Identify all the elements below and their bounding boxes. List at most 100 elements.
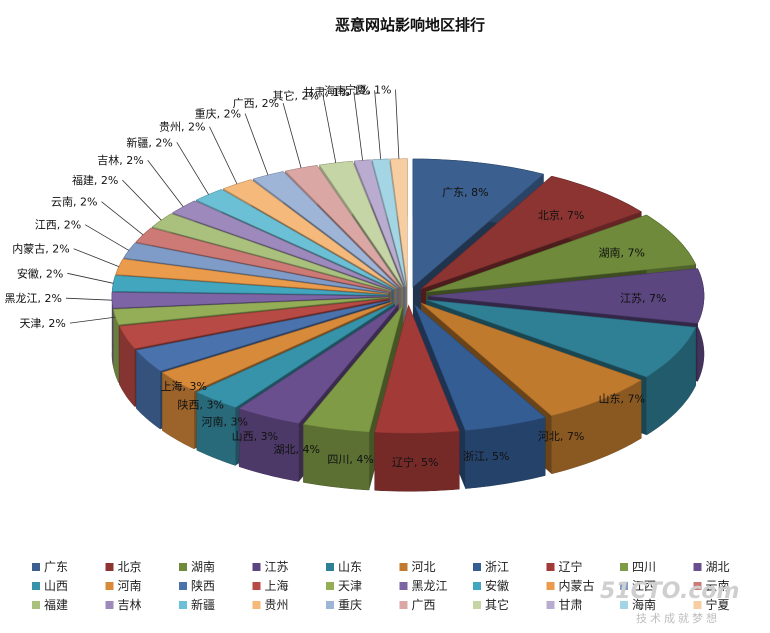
legend-swatch-辽宁 [546,563,555,571]
slice-label-山东: 山东, 7% [598,393,644,406]
legend-label-江苏: 江苏 [265,560,289,574]
legend-swatch-河北 [399,563,408,571]
slice-陕西 [135,300,391,372]
pie-tops [111,158,705,434]
legend-label-海南: 海南 [632,597,656,612]
leader-内蒙古 [73,248,120,267]
legend-swatch-甘肃 [546,601,555,609]
legend-swatch-内蒙古 [546,582,555,590]
slice-label-吉林: 吉林, 2% [97,153,143,167]
slice-广东 [412,158,545,288]
slice-label-河北: 河北, 7% [538,430,584,443]
slice-label-四川: 四川, 4% [327,453,373,466]
legend-label-北京: 北京 [118,560,142,574]
slice-label-河南: 河南, 3% [201,416,247,429]
legend-swatch-广西 [399,601,408,609]
legend-swatch-天津 [326,582,334,590]
legend-swatch-其它 [473,601,481,609]
slice-浙江 [414,304,546,431]
leader-广西 [282,102,302,169]
slice-label-陕西: 陕西, 3% [177,398,223,412]
leader-重庆 [244,113,269,176]
slice-label-安徽: 安徽, 2% [17,266,63,280]
legend-label-安徽: 安徽 [485,578,509,593]
legend-swatch-四川 [620,563,628,571]
slice-label-天津: 天津, 2% [19,317,65,330]
legend-swatch-重庆 [326,601,334,609]
legend-swatch-福建 [32,601,40,609]
legend-swatch-河南 [105,582,114,590]
slice-label-湖南: 湖南, 7% [598,246,644,259]
legend-label-吉林: 吉林 [118,598,142,612]
slice-labels: 广东, 8% 北京, 7% 湖南, 7% 江苏, 7% 山东, 7% 河北, 7% 浙江, … [5,83,667,470]
slice-label-浙江: 浙江, 5% [463,450,509,463]
legend-swatch-新疆 [179,601,187,609]
legend-label-云南: 云南 [706,578,730,593]
leader-黑龙江 [65,297,113,301]
legend-label-其它: 其它 [485,597,509,612]
slice-湖北 [238,303,399,424]
watermark-slogan: 技术成就梦想 [636,611,720,625]
slice-label-贵州: 贵州, 2% [159,121,205,134]
legend-swatch-海南 [620,601,628,609]
slice-label-湖北: 湖北, 4% [273,443,319,456]
legend-swatch-黑龙江 [399,582,408,590]
leader-宁夏 [395,89,400,159]
legend-label-贵州: 贵州 [265,598,289,612]
slice-label-广西: 广西, 2% [233,97,279,110]
slice-四川 [302,304,404,433]
legend-swatch-广东 [32,563,40,571]
legend-label-重庆: 重庆 [338,598,362,612]
legend-label-陕西: 陕西 [191,578,215,593]
legend-label-黑龙江: 黑龙江 [412,579,448,593]
slice-label-山西: 山西, 3% [232,430,278,443]
leader-其它 [322,95,337,163]
label-leaders [65,89,400,324]
legend-swatch-北京 [105,563,114,571]
slice-label-北京: 北京, 7% [538,208,584,222]
legend-swatch-湖北 [693,563,702,571]
legend-label-内蒙古: 内蒙古 [559,578,595,593]
legend-label-河南: 河南 [118,578,142,593]
slice-label-江苏: 江苏, 7% [620,292,666,305]
slice-label-上海: 上海, 3% [161,379,207,393]
legend-swatch-山西 [32,582,40,590]
legend-swatch-安徽 [473,582,481,590]
legend-label-甘肃: 甘肃 [559,598,583,612]
legend-swatch-贵州 [252,601,261,609]
legend-label-山东: 山东 [338,560,362,574]
legend-swatch-浙江 [473,563,481,571]
slice-label-新疆: 新疆, 2% [126,135,172,149]
legend-swatch-山东 [326,563,334,571]
legend-swatch-江苏 [252,563,261,571]
slice-上海 [118,298,389,350]
legend-label-福建: 福建 [44,597,68,612]
watermark-logo: 51CTO.com [600,579,739,604]
legend-swatch-湖南 [179,563,187,571]
slice-label-福建: 福建, 2% [72,173,118,187]
legend-label-湖南: 湖南 [191,559,215,574]
leader-吉林 [147,159,184,207]
legend-label-新疆: 新疆 [191,597,215,612]
legend-label-山西: 山西 [44,579,68,593]
slice-河北 [420,302,643,417]
legend-swatch-吉林 [105,601,114,609]
slice-江苏 [427,268,705,324]
slice-label-海南: 海南, 1% [324,83,370,97]
slice-label-黑龙江: 黑龙江, 2% [5,292,62,305]
legend-label-上海: 上海 [265,578,289,593]
leader-海南 [374,90,382,160]
legend-label-河北: 河北 [412,560,436,574]
legend-swatch-上海 [252,582,261,590]
slice-label-云南: 云南, 2% [51,196,97,209]
legend-swatch-江西 [620,582,628,590]
legend-swatch-陕西 [179,582,187,590]
leader-天津 [69,316,116,324]
chart-title: 恶意网站影响地区排行 [335,16,485,34]
slice-label-内蒙古: 内蒙古, 2% [12,242,69,256]
legend-label-湖北: 湖北 [706,559,730,574]
leader-福建 [122,179,162,221]
legend-swatch-宁夏 [693,601,702,609]
leader-江西 [84,224,130,251]
